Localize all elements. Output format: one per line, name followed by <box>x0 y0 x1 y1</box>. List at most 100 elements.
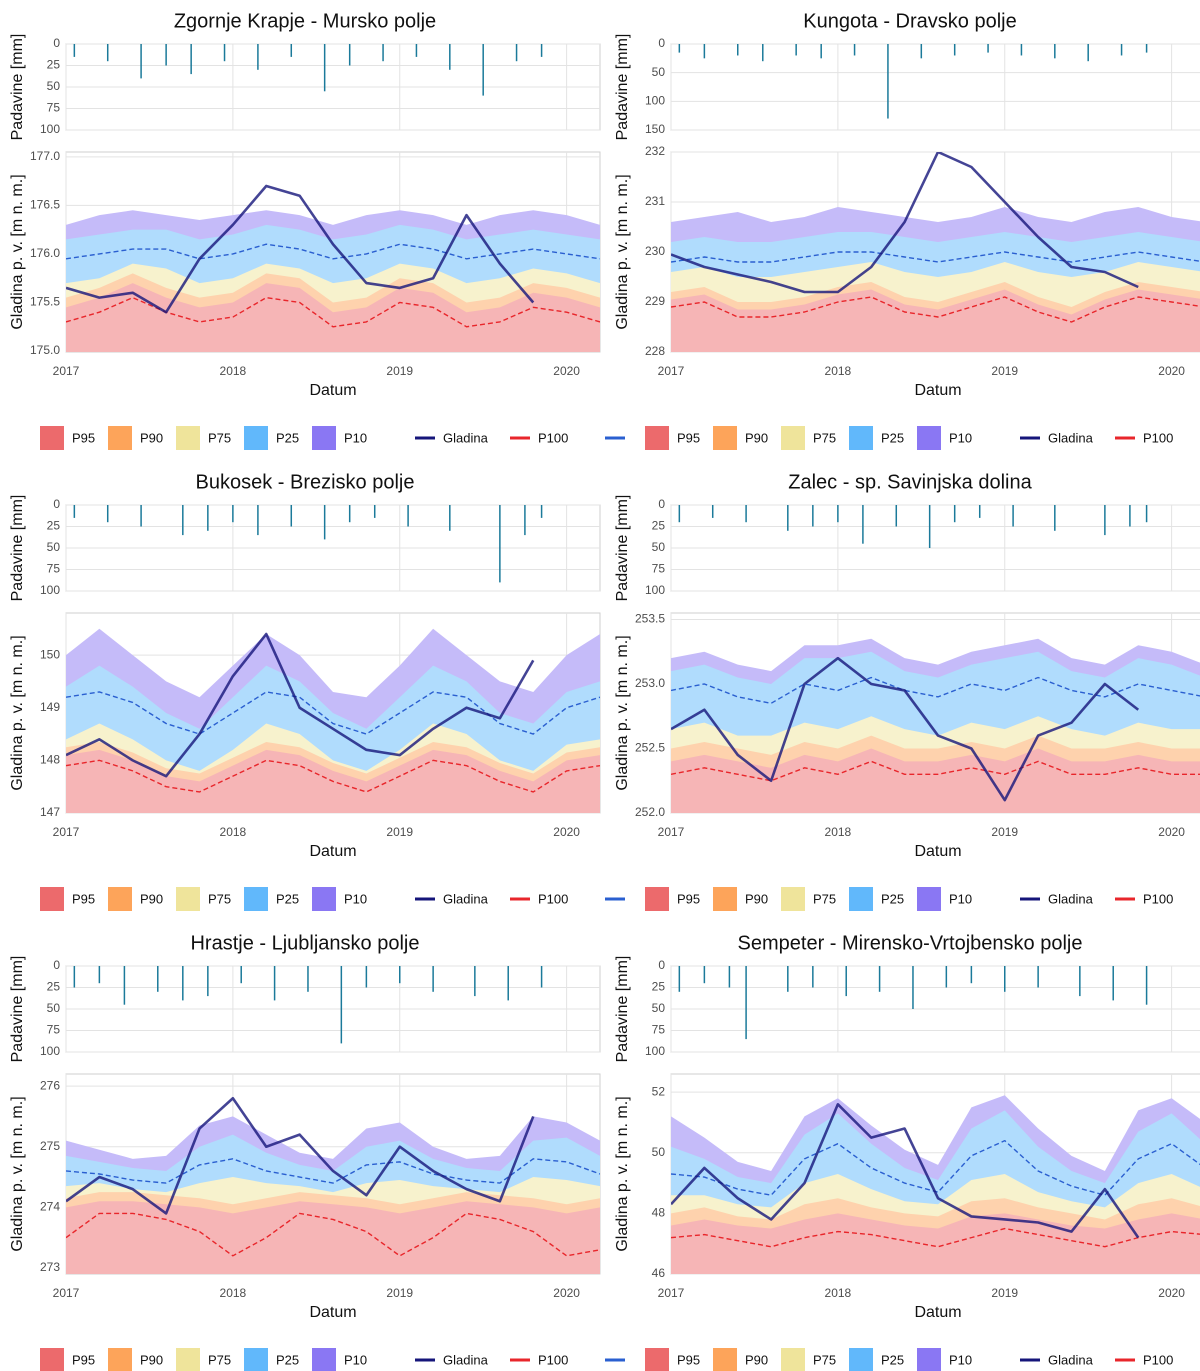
y-tick-label: 0 <box>53 958 60 972</box>
precip-bar <box>223 44 226 62</box>
legend-label: P100 <box>1143 1352 1173 1367</box>
y-tick-label: 100 <box>40 583 60 597</box>
precip-bar <box>182 966 184 1001</box>
legend-label: P25 <box>276 891 299 906</box>
series-line <box>66 691 600 735</box>
series-line <box>671 1227 1200 1248</box>
y-tick-label: 231 <box>645 194 665 208</box>
y-tick-label: 276 <box>40 1078 60 1092</box>
y-axis-title: Gladina p. v. [m n. m.] <box>614 1096 631 1251</box>
x-axis-title: Datum <box>914 843 961 860</box>
x-axis-title: Datum <box>914 382 961 399</box>
legend-label: P10 <box>344 430 367 445</box>
chart-title: Sempeter - Mirensko-Vrtojbensko polje <box>738 932 1083 954</box>
band-area <box>671 748 1200 813</box>
legend-label: P25 <box>881 891 904 906</box>
precip-bar <box>887 44 889 119</box>
precip-bar <box>257 44 259 70</box>
precip-bar <box>862 505 864 544</box>
x-tick-label: 2017 <box>53 364 80 378</box>
y-tick-label: 100 <box>40 122 60 136</box>
precip-bar <box>415 44 418 57</box>
panel: Zgornje Krapje - Mursko polje 0 25 50 75 100 P… <box>9 10 625 450</box>
y-tick-label: 230 <box>645 244 665 258</box>
precip-bar <box>140 44 142 79</box>
y-tick-label: 273 <box>40 1260 60 1274</box>
y-tick-label: 50 <box>652 65 666 79</box>
precip-bar <box>373 505 376 518</box>
legend-swatch <box>176 887 200 911</box>
y-tick-label: 75 <box>47 101 61 115</box>
legend-swatch <box>312 887 336 911</box>
y-tick-label: 176.0 <box>30 246 60 260</box>
precip-bar <box>432 966 434 992</box>
precip-bar <box>678 44 681 53</box>
y-axis-title: Gladina p. v. [m n. m.] <box>9 635 26 790</box>
precip-bar <box>182 505 184 536</box>
y-tick-label: 48 <box>652 1206 666 1220</box>
legend-label: P100 <box>538 1352 568 1367</box>
legend-label: P10 <box>949 891 972 906</box>
x-tick-label: 2019 <box>386 1286 413 1300</box>
plot-layer <box>66 628 600 813</box>
legend-label: P75 <box>208 891 231 906</box>
series-line <box>66 184 535 314</box>
precip-bar <box>845 966 847 997</box>
series-line <box>66 632 535 778</box>
legend-label: P100 <box>1143 891 1173 906</box>
series-line <box>671 676 1200 705</box>
precip-bar <box>449 44 451 70</box>
precip-bar <box>1020 44 1023 56</box>
precip-bar <box>928 505 931 548</box>
legend-label: P90 <box>745 891 768 906</box>
x-tick-label: 2020 <box>1158 1286 1185 1300</box>
precip-bar <box>232 505 234 523</box>
y-tick-label: 176.5 <box>30 198 60 212</box>
x-tick-label: 2018 <box>220 825 247 839</box>
series-line <box>671 296 1200 323</box>
band-area <box>671 289 1200 352</box>
y-axis-title: Padavine [mm] <box>9 956 26 1063</box>
precip-bar <box>407 505 409 527</box>
precip-bar <box>524 505 526 536</box>
y-tick-label: 0 <box>658 497 665 511</box>
precip-bar <box>878 966 881 992</box>
y-tick-label: 252.5 <box>635 741 665 755</box>
y-tick-label: 25 <box>47 58 61 72</box>
precip-bar <box>1145 505 1148 523</box>
precip-bar <box>482 44 484 96</box>
legend-label: P100 <box>538 891 568 906</box>
precip-bar <box>745 505 747 523</box>
x-tick-label: 2017 <box>658 825 685 839</box>
precip-bar <box>812 505 814 527</box>
panel: Zalec - sp. Savinjska dolina 0 25 50 75 100 Pa… <box>614 471 1200 911</box>
precip-bar <box>1129 505 1131 527</box>
series-line <box>671 656 1140 802</box>
precip-bar <box>348 505 351 523</box>
precip-bar <box>207 966 209 997</box>
legend-swatch <box>312 1348 336 1371</box>
y-tick-label: 100 <box>40 1044 60 1058</box>
precip-bar <box>73 44 76 57</box>
y-axis-title: Padavine [mm] <box>9 34 26 141</box>
x-tick-label: 2017 <box>658 364 685 378</box>
precip-bar <box>290 505 293 527</box>
precip-bar <box>787 966 789 992</box>
x-tick-label: 2018 <box>825 364 852 378</box>
y-tick-label: 100 <box>645 583 665 597</box>
plot-area <box>670 43 1200 131</box>
legend-swatch <box>713 887 737 911</box>
y-tick-label: 177.0 <box>30 149 60 163</box>
precip-bar <box>106 44 109 62</box>
y-tick-label: 229 <box>645 294 665 308</box>
precip-bar <box>1004 966 1006 992</box>
precip-bar <box>1087 44 1089 62</box>
precip-bar <box>1145 966 1148 1005</box>
series-line <box>66 1096 535 1215</box>
legend-label: P90 <box>140 1352 163 1367</box>
precip-bar <box>190 44 192 75</box>
legend-label: P10 <box>344 891 367 906</box>
y-axis-title: Gladina p. v. [m n. m.] <box>9 1096 26 1251</box>
y-tick-label: 52 <box>652 1084 666 1098</box>
precip-bar <box>1120 44 1123 56</box>
